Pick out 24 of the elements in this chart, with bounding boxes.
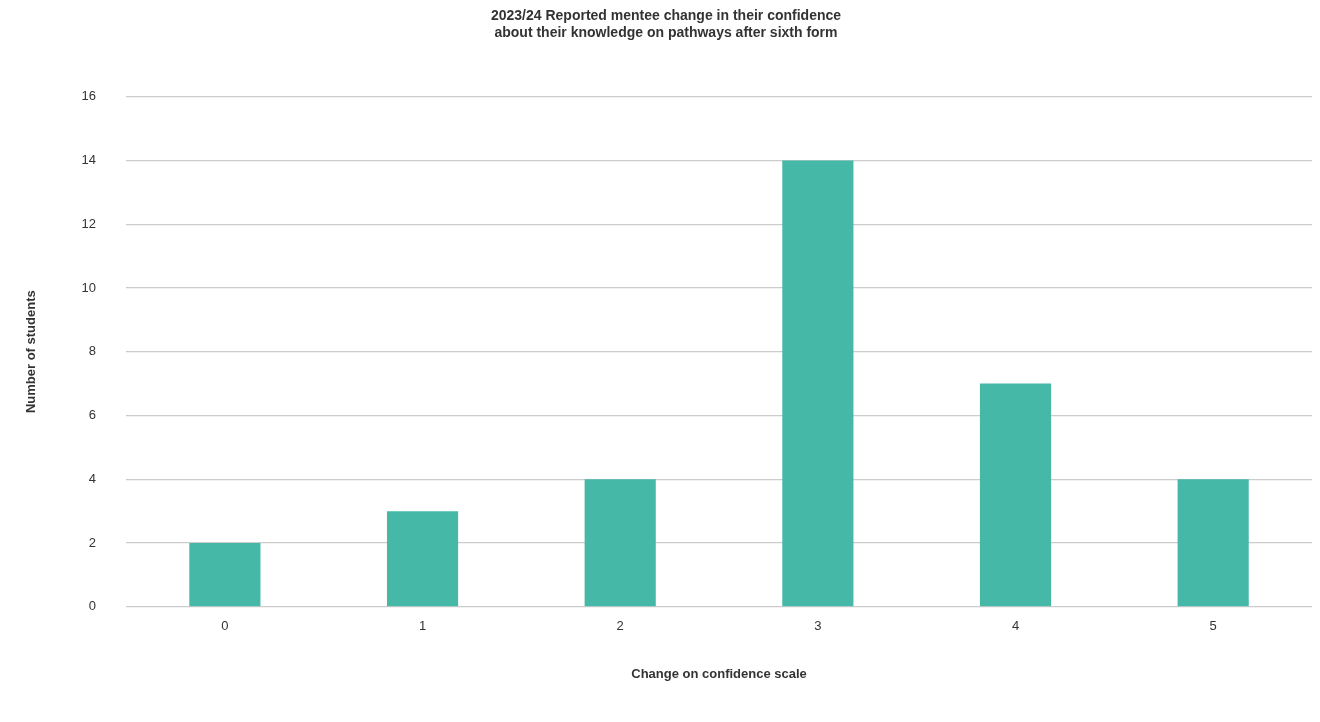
bar xyxy=(1177,479,1249,607)
bar xyxy=(979,383,1052,607)
y-tick-label: 14 xyxy=(81,151,97,167)
x-axis-title: Change on confidence scale xyxy=(631,665,807,681)
y-tick-label: 8 xyxy=(88,343,97,359)
y-tick-label: 4 xyxy=(88,470,97,486)
bar xyxy=(782,160,854,607)
y-axis-title: Number of students xyxy=(23,290,39,414)
y-tick-label: 16 xyxy=(81,88,97,104)
bar xyxy=(386,511,459,607)
x-tick-label: 0 xyxy=(221,618,229,634)
x-tick-label: 1 xyxy=(418,618,427,634)
y-tick-label: 10 xyxy=(81,279,97,295)
y-tick-label: 6 xyxy=(88,407,97,423)
y-tick-label: 12 xyxy=(81,215,97,231)
chart-title: 2023/24 Reported mentee change in their confidence about their knowledge on pathways after sixth form xyxy=(490,7,842,41)
y-tick-label: 2 xyxy=(88,534,97,550)
x-tick-label: 4 xyxy=(1011,618,1020,634)
bar xyxy=(189,543,261,607)
x-tick-label: 5 xyxy=(1209,618,1217,634)
bar xyxy=(584,479,656,607)
y-tick-label: 0 xyxy=(88,598,97,614)
x-tick-label: 3 xyxy=(814,618,822,634)
x-tick-label: 2 xyxy=(616,618,624,634)
